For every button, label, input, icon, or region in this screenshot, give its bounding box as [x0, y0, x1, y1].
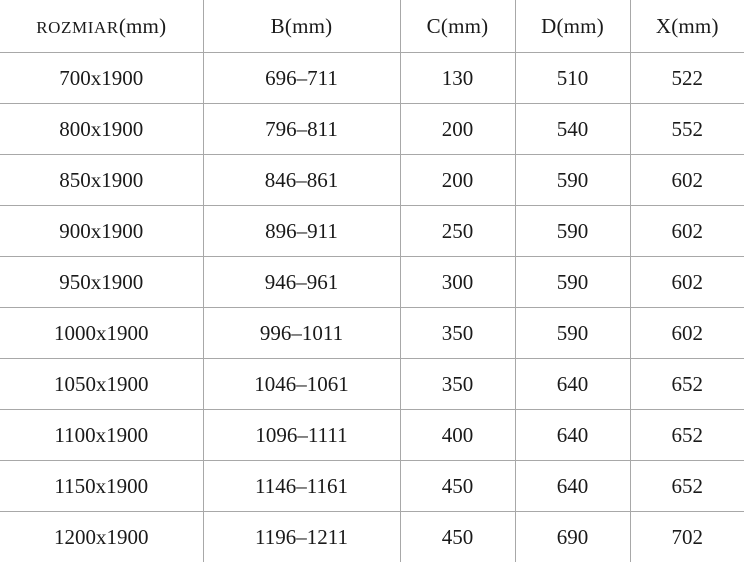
cell-b: 1196–1211: [203, 512, 400, 562]
column-header-b-unit: (mm): [285, 14, 332, 38]
cell-x: 522: [630, 53, 744, 104]
cell-b: 1096–1111: [203, 410, 400, 461]
cell-x: 602: [630, 206, 744, 257]
cell-c: 400: [400, 410, 515, 461]
column-header-x-unit: (mm): [671, 14, 718, 38]
cell-size: 1200x1900: [0, 512, 203, 562]
cell-c: 300: [400, 257, 515, 308]
column-header-d-symbol: D: [541, 14, 556, 38]
cell-b: 796–811: [203, 104, 400, 155]
cell-x: 602: [630, 257, 744, 308]
cell-size: 1100x1900: [0, 410, 203, 461]
cell-x: 552: [630, 104, 744, 155]
cell-size: 1150x1900: [0, 461, 203, 512]
cell-size: 950x1900: [0, 257, 203, 308]
cell-x: 652: [630, 359, 744, 410]
cell-d: 540: [515, 104, 630, 155]
cell-c: 450: [400, 461, 515, 512]
cell-d: 590: [515, 155, 630, 206]
cell-size: 900x1900: [0, 206, 203, 257]
cell-b: 1146–1161: [203, 461, 400, 512]
cell-x: 702: [630, 512, 744, 562]
cell-c: 350: [400, 308, 515, 359]
column-header-c: C(mm): [400, 0, 515, 53]
cell-c: 130: [400, 53, 515, 104]
column-header-c-unit: (mm): [441, 14, 488, 38]
cell-size: 850x1900: [0, 155, 203, 206]
cell-b: 696–711: [203, 53, 400, 104]
cell-size: 700x1900: [0, 53, 203, 104]
cell-x: 602: [630, 308, 744, 359]
cell-b: 1046–1061: [203, 359, 400, 410]
column-header-c-symbol: C: [427, 14, 441, 38]
header-row: ROZMIAR(mm) B(mm) C(mm) D(mm) X(mm): [0, 0, 744, 53]
column-header-size-unit: (mm): [119, 14, 166, 38]
cell-d: 640: [515, 359, 630, 410]
cell-d: 640: [515, 461, 630, 512]
cell-d: 640: [515, 410, 630, 461]
column-header-d-unit: (mm): [556, 14, 603, 38]
column-header-b: B(mm): [203, 0, 400, 53]
cell-x: 652: [630, 410, 744, 461]
cell-size: 1050x1900: [0, 359, 203, 410]
cell-d: 510: [515, 53, 630, 104]
column-header-x-symbol: X: [656, 14, 671, 38]
column-header-x: X(mm): [630, 0, 744, 53]
cell-c: 200: [400, 104, 515, 155]
cell-c: 200: [400, 155, 515, 206]
cell-c: 350: [400, 359, 515, 410]
cell-d: 690: [515, 512, 630, 562]
table-header: ROZMIAR(mm) B(mm) C(mm) D(mm) X(mm): [0, 0, 744, 53]
cell-x: 602: [630, 155, 744, 206]
column-header-size-symbol: ROZMIAR: [36, 18, 119, 37]
cell-b: 996–1011: [203, 308, 400, 359]
cell-d: 590: [515, 257, 630, 308]
cell-size: 800x1900: [0, 104, 203, 155]
column-header-d: D(mm): [515, 0, 630, 53]
cell-b: 846–861: [203, 155, 400, 206]
cell-b: 896–911: [203, 206, 400, 257]
cell-size: 1000x1900: [0, 308, 203, 359]
column-header-size: ROZMIAR(mm): [0, 0, 203, 53]
cell-b: 946–961: [203, 257, 400, 308]
cell-c: 450: [400, 512, 515, 562]
cell-c: 250: [400, 206, 515, 257]
column-header-b-symbol: B: [271, 14, 285, 38]
cell-x: 652: [630, 461, 744, 512]
cell-d: 590: [515, 308, 630, 359]
cell-d: 590: [515, 206, 630, 257]
